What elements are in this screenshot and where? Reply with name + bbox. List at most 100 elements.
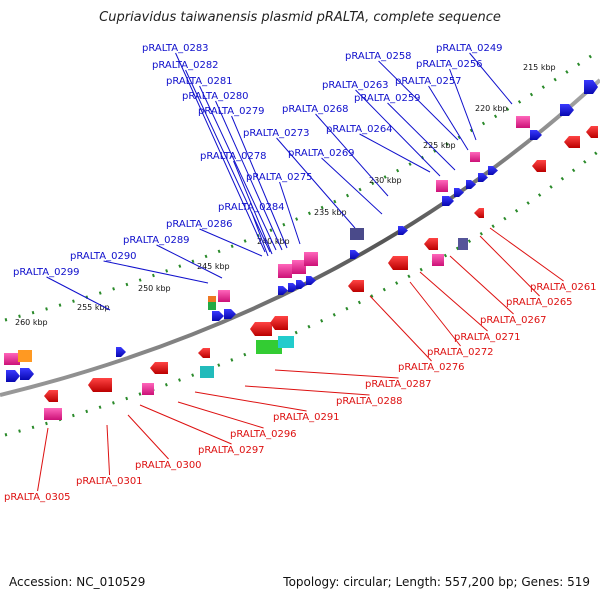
forward-gene-label[interactable]: pRALTA_0282	[152, 60, 219, 71]
forward-gene-arrow[interactable]	[296, 280, 306, 289]
reverse-gene-arrow[interactable]	[388, 256, 408, 270]
kbp-tick-label: 230 kbp	[369, 176, 402, 185]
other-gene-box[interactable]	[18, 350, 32, 362]
forward-gene-label[interactable]: pRALTA_0299	[13, 267, 80, 278]
rna-gene-box[interactable]	[218, 290, 230, 302]
forward-gene-label[interactable]: pRALTA_0279	[198, 106, 265, 117]
other-gene-box[interactable]	[278, 336, 294, 348]
forward-gene-label[interactable]: pRALTA_0283	[142, 43, 209, 54]
forward-gene-arrow[interactable]	[478, 173, 488, 182]
leader-line	[469, 52, 513, 105]
reverse-gene-arrow[interactable]	[250, 322, 272, 336]
reverse-gene-arrow[interactable]	[586, 126, 598, 138]
leader-line	[369, 295, 432, 362]
forward-gene-arrow[interactable]	[288, 283, 298, 292]
reverse-gene-arrow[interactable]	[532, 160, 546, 172]
reverse-gene-label[interactable]: pRALTA_0288	[336, 396, 403, 407]
reverse-gene-label[interactable]: pRALTA_0297	[198, 445, 265, 456]
reverse-gene-label[interactable]: pRALTA_0287	[365, 379, 432, 390]
reverse-gene-arrow[interactable]	[348, 280, 364, 292]
forward-gene-label[interactable]: pRALTA_0268	[282, 104, 349, 115]
other-gene-box[interactable]	[208, 296, 216, 304]
reverse-gene-label[interactable]: pRALTA_0267	[480, 315, 547, 326]
reverse-gene-label[interactable]: pRALTA_0271	[454, 332, 521, 343]
forward-gene-label[interactable]: pRALTA_0281	[166, 76, 233, 87]
reverse-gene-label[interactable]: pRALTA_0261	[530, 282, 597, 293]
reverse-gene-label[interactable]: pRALTA_0296	[230, 429, 297, 440]
forward-gene-arrow[interactable]	[584, 80, 598, 94]
forward-gene-label[interactable]: pRALTA_0290	[70, 251, 137, 262]
reverse-gene-arrow[interactable]	[198, 348, 210, 358]
other-gene-box[interactable]	[256, 340, 282, 354]
accession-text: Accession: NC_010529	[9, 575, 146, 589]
reverse-gene-arrow[interactable]	[474, 208, 484, 218]
forward-gene-arrow[interactable]	[20, 368, 34, 380]
forward-gene-label[interactable]: pRALTA_0275	[246, 172, 313, 183]
forward-gene-label[interactable]: pRALTA_0286	[166, 219, 233, 230]
rna-gene-box[interactable]	[516, 116, 530, 128]
reverse-gene-label[interactable]: pRALTA_0276	[398, 362, 465, 373]
rna-gene-box[interactable]	[436, 180, 448, 192]
reverse-gene-label[interactable]: pRALTA_0291	[273, 412, 340, 423]
rna-gene-box[interactable]	[278, 264, 292, 278]
forward-gene-label[interactable]: pRALTA_0256	[416, 59, 483, 70]
reverse-gene-label[interactable]: pRALTA_0300	[135, 460, 202, 471]
reverse-gene-arrow[interactable]	[424, 238, 438, 250]
forward-gene-arrow[interactable]	[212, 311, 224, 321]
rna-gene-box[interactable]	[142, 383, 154, 395]
reverse-gene-arrow[interactable]	[150, 362, 168, 374]
rna-gene-box[interactable]	[470, 152, 480, 162]
forward-gene-arrow[interactable]	[224, 309, 236, 319]
leader-line	[156, 244, 223, 279]
forward-gene-label[interactable]: pRALTA_0289	[123, 235, 190, 246]
forward-gene-label[interactable]: pRALTA_0278	[200, 151, 267, 162]
forward-gene-label[interactable]: pRALTA_0263	[322, 80, 389, 91]
forward-gene-label[interactable]: pRALTA_0249	[436, 43, 503, 54]
rna-gene-box[interactable]	[44, 408, 62, 420]
reverse-gene-label[interactable]: pRALTA_0265	[506, 297, 573, 308]
rna-gene-box[interactable]	[292, 260, 306, 274]
forward-gene-label[interactable]: pRALTA_0264	[326, 124, 393, 135]
forward-gene-arrow[interactable]	[116, 347, 126, 357]
forward-gene-label[interactable]: pRALTA_0257	[395, 76, 462, 87]
reverse-gene-label[interactable]: pRALTA_0272	[427, 347, 494, 358]
forward-gene-arrow[interactable]	[6, 370, 20, 382]
forward-gene-label[interactable]: pRALTA_0259	[354, 93, 421, 104]
rna-gene-box[interactable]	[432, 254, 444, 266]
leader-line	[449, 255, 514, 315]
forward-gene-arrow[interactable]	[466, 180, 476, 189]
rna-gene-box[interactable]	[304, 252, 318, 266]
forward-gene-arrow[interactable]	[278, 286, 288, 295]
reverse-gene-arrow[interactable]	[44, 390, 58, 402]
reverse-gene-arrow[interactable]	[270, 316, 288, 330]
forward-gene-label[interactable]: pRALTA_0269	[288, 148, 355, 159]
forward-track-dots	[4, 48, 600, 322]
forward-gene-label[interactable]: pRALTA_0280	[182, 91, 249, 102]
reverse-gene-label[interactable]: pRALTA_0301	[76, 476, 143, 487]
forward-gene-arrow[interactable]	[398, 226, 408, 235]
forward-gene-label[interactable]: pRALTA_0258	[345, 51, 412, 62]
forward-gene-arrow[interactable]	[442, 196, 454, 206]
forward-gene-label[interactable]: pRALTA_0273	[243, 128, 310, 139]
reverse-gene-label[interactable]: pRALTA_0305	[4, 492, 71, 503]
reverse-gene-arrow[interactable]	[564, 136, 580, 148]
other-gene-box[interactable]	[208, 302, 216, 310]
leader-line	[199, 85, 277, 251]
other-gene-box[interactable]	[458, 238, 468, 250]
other-gene-box[interactable]	[200, 366, 214, 378]
reverse-gene-arrow[interactable]	[88, 378, 112, 392]
forward-gene-arrow[interactable]	[560, 104, 574, 116]
forward-gene-label[interactable]: pRALTA_0284	[218, 202, 285, 213]
forward-gene-arrow[interactable]	[454, 188, 464, 197]
gene-features	[4, 80, 598, 420]
other-gene-box[interactable]	[350, 228, 364, 240]
rna-gene-box[interactable]	[4, 353, 20, 365]
leader-line	[194, 391, 307, 412]
forward-gene-arrow[interactable]	[306, 276, 316, 285]
leader-line	[387, 102, 456, 171]
forward-gene-arrow[interactable]	[488, 166, 498, 175]
forward-gene-arrow[interactable]	[350, 250, 360, 259]
leader-line	[175, 52, 266, 253]
forward-gene-arrow[interactable]	[530, 130, 542, 140]
